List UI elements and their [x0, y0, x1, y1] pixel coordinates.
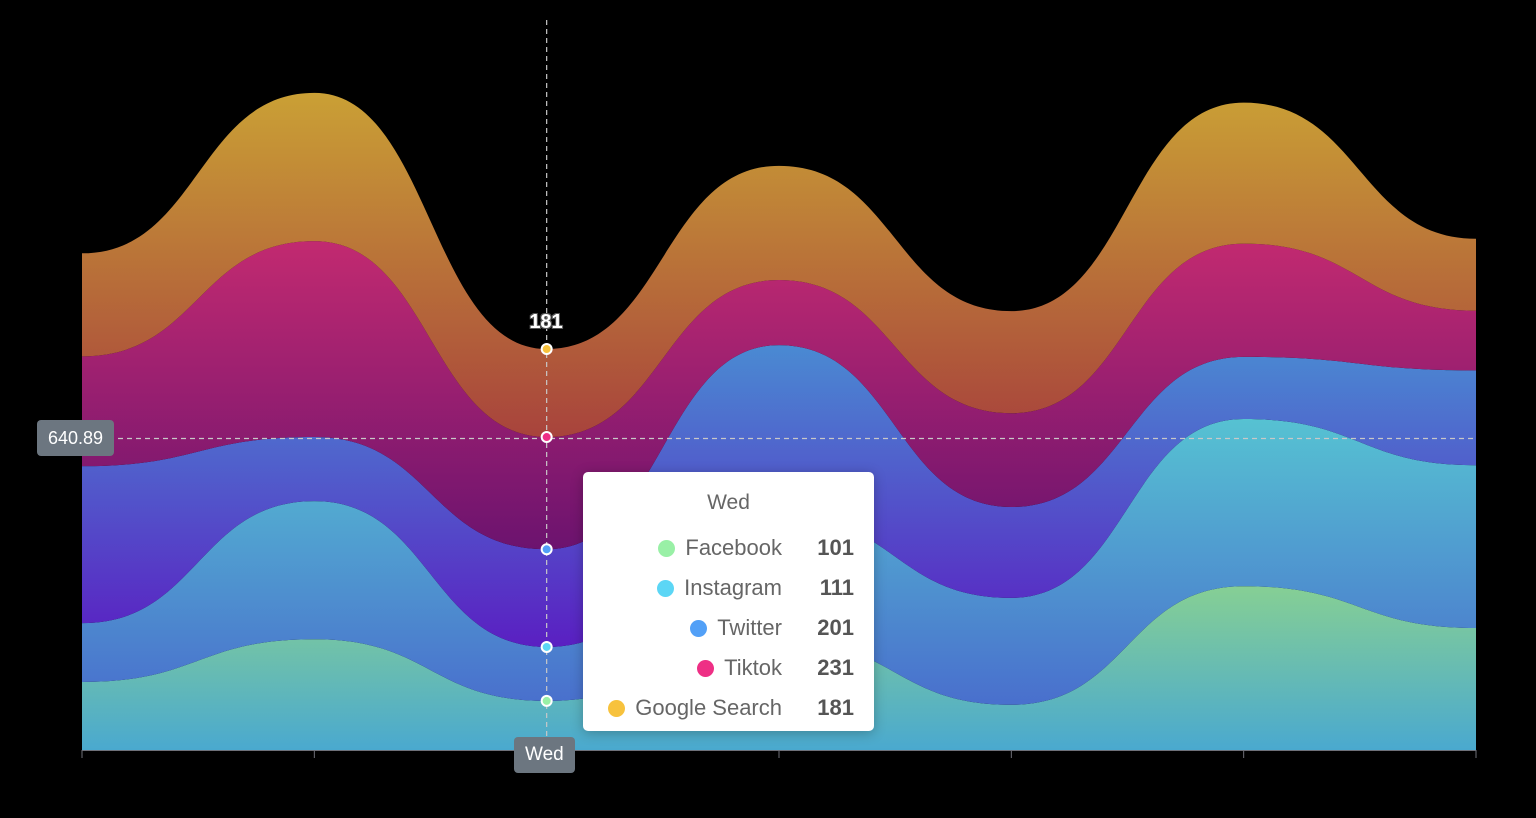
series-name: Tiktok — [724, 655, 782, 680]
series-dot-icon — [690, 619, 708, 637]
hover-markers — [540, 343, 553, 707]
series-value: 231 — [817, 655, 854, 680]
area-google-search[interactable] — [82, 92, 1476, 438]
series-name: Google Search — [635, 695, 782, 720]
y-axis-pointer-label: 640.89 — [37, 420, 115, 456]
series-value: 181 — [817, 695, 854, 720]
series-name: Instagram — [684, 575, 782, 600]
tooltip-row-facebook: Facebook 101 — [583, 528, 874, 568]
series-value: 201 — [817, 615, 854, 640]
marker-tiktok — [540, 431, 553, 444]
series-name: Facebook — [685, 535, 782, 560]
tooltip-row-tiktok: Tiktok 231 — [583, 648, 874, 688]
series-name: Twitter — [717, 615, 782, 640]
tooltip-row-twitter: Twitter 201 — [583, 608, 874, 648]
marker-twitter — [540, 543, 553, 556]
series-dot-icon — [657, 579, 675, 597]
axis-pointer — [82, 20, 1476, 750]
x-axis — [81, 750, 1477, 758]
series-value: 101 — [817, 535, 854, 560]
series-dot-icon — [608, 699, 626, 717]
series-value: 111 — [819, 575, 854, 600]
tooltip-row-instagram: Instagram 111 — [583, 568, 874, 608]
marker-facebook — [540, 694, 553, 707]
point-value-label: 181 — [529, 311, 563, 333]
x-axis-pointer-label: Wed — [514, 737, 575, 773]
series-dot-icon — [697, 659, 715, 677]
tooltip-title: Wed — [707, 491, 750, 514]
tooltip-row-google-search: Google Search 181 — [583, 688, 874, 728]
marker-google-search — [540, 343, 553, 356]
tooltip: Wed Facebook 101 Instagram 111 Twitter 2… — [583, 472, 874, 731]
marker-instagram — [540, 640, 553, 653]
area-tiktok[interactable] — [82, 241, 1476, 550]
series-dot-icon — [658, 539, 676, 557]
